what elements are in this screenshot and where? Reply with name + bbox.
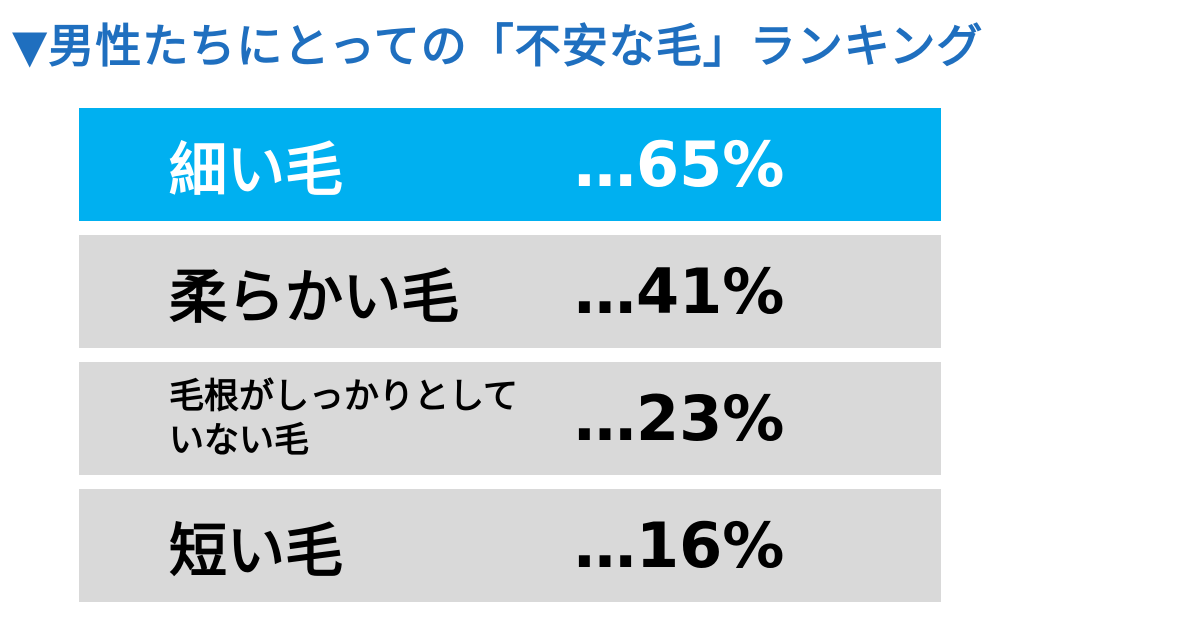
ranking-table: 細い毛 …65% 柔らかい毛 …41% 毛根がしっかりとしていない毛 …23% … (79, 108, 941, 616)
ranking-row-2: 柔らかい毛 …41% (79, 235, 941, 348)
ranking-value: …16% (574, 509, 785, 582)
ranking-label: 細い毛 (169, 135, 344, 204)
ranking-row-4: 短い毛 …16% (79, 489, 941, 602)
ranking-value: …65% (574, 128, 785, 201)
ranking-label: 短い毛 (169, 516, 344, 585)
ranking-label: 柔らかい毛 (169, 262, 460, 331)
ranking-label: 毛根がしっかりとしていない毛 (169, 376, 518, 461)
ranking-value: …41% (574, 255, 785, 328)
ranking-row-1: 細い毛 …65% (79, 108, 941, 221)
chart-title: ▼男性たちにとっての「不安な毛」ランキング (12, 19, 984, 73)
ranking-row-3: 毛根がしっかりとしていない毛 …23% (79, 362, 941, 475)
ranking-value: …23% (574, 382, 785, 455)
